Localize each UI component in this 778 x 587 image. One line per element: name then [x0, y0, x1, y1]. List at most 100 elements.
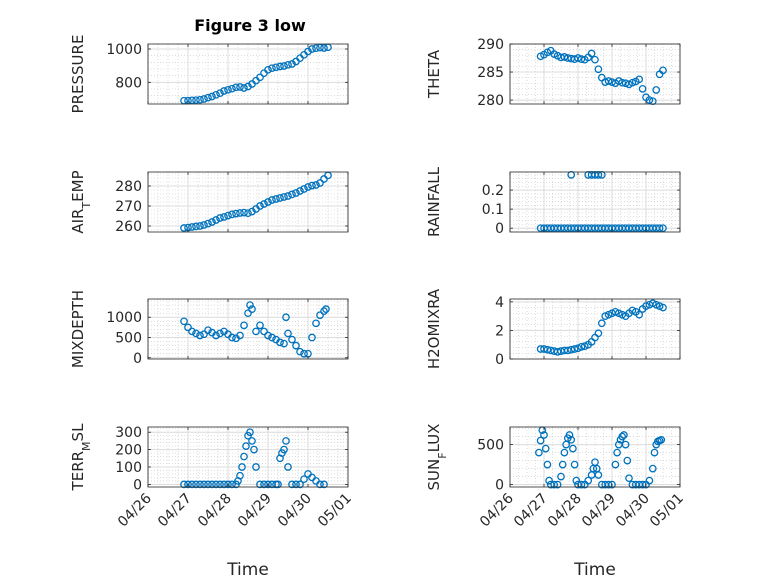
- data-point: [264, 331, 272, 340]
- data-point: [224, 211, 232, 220]
- y-tick-label: 0.1: [482, 202, 504, 218]
- data-point: [540, 431, 548, 439]
- data-point: [246, 428, 254, 437]
- data-point: [570, 345, 579, 353]
- data-point: [623, 456, 632, 465]
- data-point: [655, 224, 664, 233]
- data-point: [220, 87, 228, 95]
- data-point: [188, 96, 196, 105]
- data-point: [304, 183, 312, 191]
- y-tick-label: 300: [115, 425, 142, 441]
- data-point: [570, 460, 579, 469]
- data-point: [244, 309, 252, 318]
- data-point: [216, 480, 224, 489]
- data-point: [594, 65, 603, 74]
- y-tick-label: 280: [115, 179, 142, 195]
- data-point: [268, 196, 276, 204]
- data-point: [284, 329, 292, 338]
- data-point: [248, 437, 256, 445]
- data-point: [560, 448, 569, 457]
- data-point: [296, 480, 304, 489]
- axes-box-4: [147, 298, 349, 360]
- data-point: [608, 480, 616, 489]
- y-tick-label: 280: [477, 93, 504, 109]
- axes-box-6: [147, 426, 349, 488]
- data-point: [276, 62, 284, 71]
- data-point: [256, 202, 264, 210]
- data-point: [180, 224, 188, 232]
- y-axis-label-1: THETA: [425, 49, 443, 99]
- data-point: [611, 460, 620, 469]
- data-point: [594, 329, 603, 338]
- data-point: [625, 474, 633, 483]
- data-point: [292, 189, 300, 197]
- data-point: [256, 480, 264, 489]
- y-tick-label: 270: [115, 199, 142, 215]
- data-point: [200, 330, 208, 339]
- data-point: [628, 78, 637, 87]
- data-point: [250, 445, 258, 454]
- data-point: [618, 78, 627, 87]
- data-point: [252, 463, 260, 471]
- axes-box-2: [147, 171, 349, 233]
- data-point: [192, 329, 200, 338]
- data-point: [180, 480, 188, 489]
- data-point: [553, 480, 562, 489]
- data-point: [618, 432, 627, 441]
- y-axis-label-4: MIXDEPTH: [69, 290, 87, 368]
- data-point: [288, 335, 296, 344]
- data-point: [228, 210, 236, 219]
- data-point: [188, 223, 196, 231]
- data-point: [650, 448, 659, 457]
- data-point: [553, 348, 562, 356]
- data-point: [312, 319, 320, 328]
- data-point: [312, 44, 320, 53]
- data-point: [540, 345, 548, 353]
- data-point: [543, 460, 552, 469]
- data-point: [188, 327, 196, 336]
- y-tick-label: 0: [133, 351, 142, 367]
- data-point: [308, 181, 316, 190]
- data-point: [659, 66, 667, 75]
- data-point: [256, 321, 264, 330]
- data-point: [635, 310, 644, 319]
- data-point: [657, 435, 666, 444]
- data-point: [274, 480, 282, 489]
- y-tick-label: 290: [477, 37, 504, 53]
- data-point: [184, 323, 192, 332]
- data-point: [587, 49, 596, 58]
- data-point: [232, 209, 240, 218]
- y-tick-label: 0: [495, 221, 504, 237]
- data-point: [208, 218, 216, 226]
- data-point: [220, 480, 228, 489]
- data-point: [236, 83, 244, 91]
- data-point: [280, 339, 288, 348]
- data-point: [256, 73, 264, 82]
- y-tick-label: 200: [115, 443, 142, 459]
- y-tick-label: 1000: [106, 310, 142, 326]
- data-point: [594, 471, 603, 479]
- data-point: [322, 305, 330, 313]
- data-point: [577, 55, 586, 63]
- data-point: [196, 480, 204, 489]
- data-point: [242, 442, 250, 450]
- y-tick-label: 0: [133, 477, 142, 493]
- data-point: [652, 86, 661, 94]
- data-point: [252, 327, 260, 336]
- data-point: [240, 208, 248, 217]
- data-point: [316, 480, 324, 489]
- data-point: [200, 95, 208, 103]
- data-point: [563, 346, 572, 355]
- data-point: [204, 219, 212, 228]
- x-axis-label: Time: [573, 560, 616, 580]
- data-point: [659, 303, 667, 312]
- data-point: [604, 77, 613, 85]
- data-point: [192, 222, 200, 231]
- data-point: [212, 216, 220, 224]
- data-point: [268, 64, 276, 73]
- y-tick-label: 2: [495, 323, 504, 339]
- data-point: [574, 54, 582, 62]
- data-point: [240, 84, 248, 92]
